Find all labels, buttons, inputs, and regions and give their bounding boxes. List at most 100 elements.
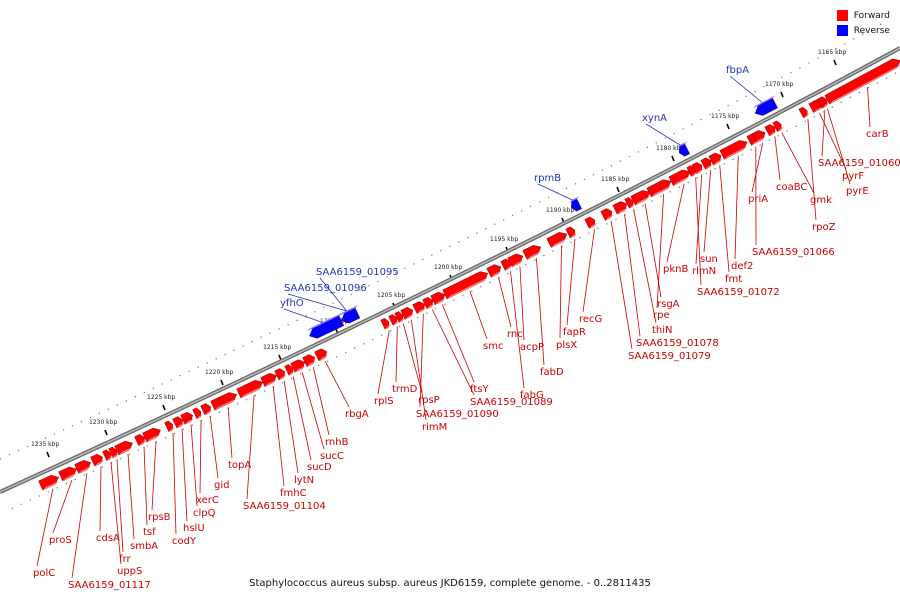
label-fabd: fabD [540, 367, 564, 378]
legend-forward: Forward [836, 8, 890, 23]
gene-fbpa [754, 97, 778, 116]
scale-dot [56, 487, 59, 489]
scale-label: 1200 kbp [434, 264, 462, 271]
scale-dots [0, 23, 897, 510]
gene-saa6159-01066 [746, 134, 756, 146]
scale-dot [795, 125, 798, 127]
scale-ticks: 1165 kbp 1170 kbp 1175 kbp 1180 kbp 1185 kbp… [31, 49, 846, 458]
leader-sucd [292, 376, 312, 461]
scale-dot [628, 155, 631, 158]
scale-dot [308, 369, 311, 371]
leader-carb [867, 87, 871, 128]
leader-rpe [656, 194, 665, 309]
scale-dot [197, 366, 199, 368]
label-saa6159-01096: SAA6159_01096 [284, 283, 367, 294]
gene-frr [108, 446, 117, 459]
scale-dot [290, 377, 293, 380]
leader-saa6159-01090 [419, 313, 424, 408]
scale-dot [696, 177, 698, 179]
label-upps: uppS [117, 566, 142, 577]
gene-saa6159-01090 [412, 301, 426, 314]
gene-hslu-top [176, 422, 185, 429]
gene-polc-top [42, 481, 59, 491]
gene-cody-top [168, 426, 176, 432]
label-hslu: hslU [183, 523, 205, 534]
scale-dot [520, 210, 523, 212]
leader-frr [116, 459, 124, 553]
scale-tick [726, 123, 730, 130]
scale-dot [673, 132, 675, 135]
gene-carb [824, 58, 900, 105]
scale-label: 1225 kbp [147, 394, 175, 401]
scale-dot [368, 285, 370, 287]
leader-pknb [666, 183, 685, 263]
scale-dot [11, 507, 13, 510]
gene-fabg-top [505, 264, 514, 271]
leader-pros [52, 479, 73, 534]
leader-fapr [566, 238, 576, 326]
scale-dot [601, 169, 604, 171]
gene-saa6159-01096 [341, 307, 361, 324]
gene-upps [102, 449, 111, 461]
scale-dot [511, 214, 514, 217]
scale-dot [525, 263, 527, 266]
leader-sun [703, 169, 712, 253]
gene-gmk [772, 120, 782, 132]
gene-yfho [309, 315, 345, 339]
gene-rpoz [798, 106, 808, 119]
gene-rpls [380, 318, 390, 330]
scale-dot [723, 163, 725, 165]
forward-genes [38, 58, 900, 491]
leader-fmt [719, 165, 730, 273]
scale-dot [98, 412, 101, 415]
scale-dot [134, 395, 137, 398]
scale-dot [471, 290, 473, 292]
gene-tsf [134, 434, 145, 447]
scale-dot [353, 347, 356, 349]
gene-recg-top [589, 222, 598, 229]
label-fmt: fmt [725, 274, 742, 285]
label-pria: priA [748, 194, 768, 205]
scale-dot [395, 272, 397, 274]
label-pknb: pknB [663, 264, 688, 275]
label-leaders [36, 75, 871, 579]
scale-dot [813, 116, 816, 118]
label-gid: gid [214, 480, 229, 491]
reverse-genes [307, 95, 778, 339]
label-fbpa: fbpA [726, 65, 749, 76]
leader-smc [469, 290, 488, 340]
scale-dot [516, 268, 518, 270]
gene-xyna-top [676, 140, 688, 149]
leader-polc [36, 488, 54, 567]
label-pyrf: pyrF [842, 171, 864, 182]
scale-dot [552, 250, 554, 252]
scale-dot [615, 218, 617, 221]
legend-forward-label: Forward [853, 10, 890, 21]
scale-dot [664, 137, 666, 139]
scale-dot [146, 445, 149, 447]
scale-dot [862, 33, 864, 35]
gene-plsx [546, 232, 568, 248]
gene-saa6159-01066-top [751, 140, 759, 146]
gene-frr-top [112, 453, 120, 458]
scale-label: 1205 kbp [377, 292, 405, 299]
label-xerc: xerC [196, 495, 219, 506]
label-sucd: sucD [307, 462, 332, 473]
scale-dot [233, 349, 235, 351]
scale-tick [104, 429, 108, 436]
scale-dot [678, 186, 680, 188]
legend: Forward Reverse [836, 8, 890, 38]
gene-rnhb [302, 354, 315, 367]
label-smba: smbA [130, 541, 158, 552]
scale-dot [83, 474, 86, 477]
scale-dot [164, 437, 167, 439]
scale-dot [669, 191, 671, 193]
gene-pros-top [62, 473, 77, 481]
scale-dot [547, 196, 550, 199]
label-def2: def2 [731, 261, 753, 272]
gene-rpsb [142, 427, 161, 443]
scale-label: 1165 kbp [818, 49, 846, 56]
scale-dot [736, 100, 738, 102]
leader-plsx [559, 245, 562, 339]
scale-dot [700, 118, 702, 121]
